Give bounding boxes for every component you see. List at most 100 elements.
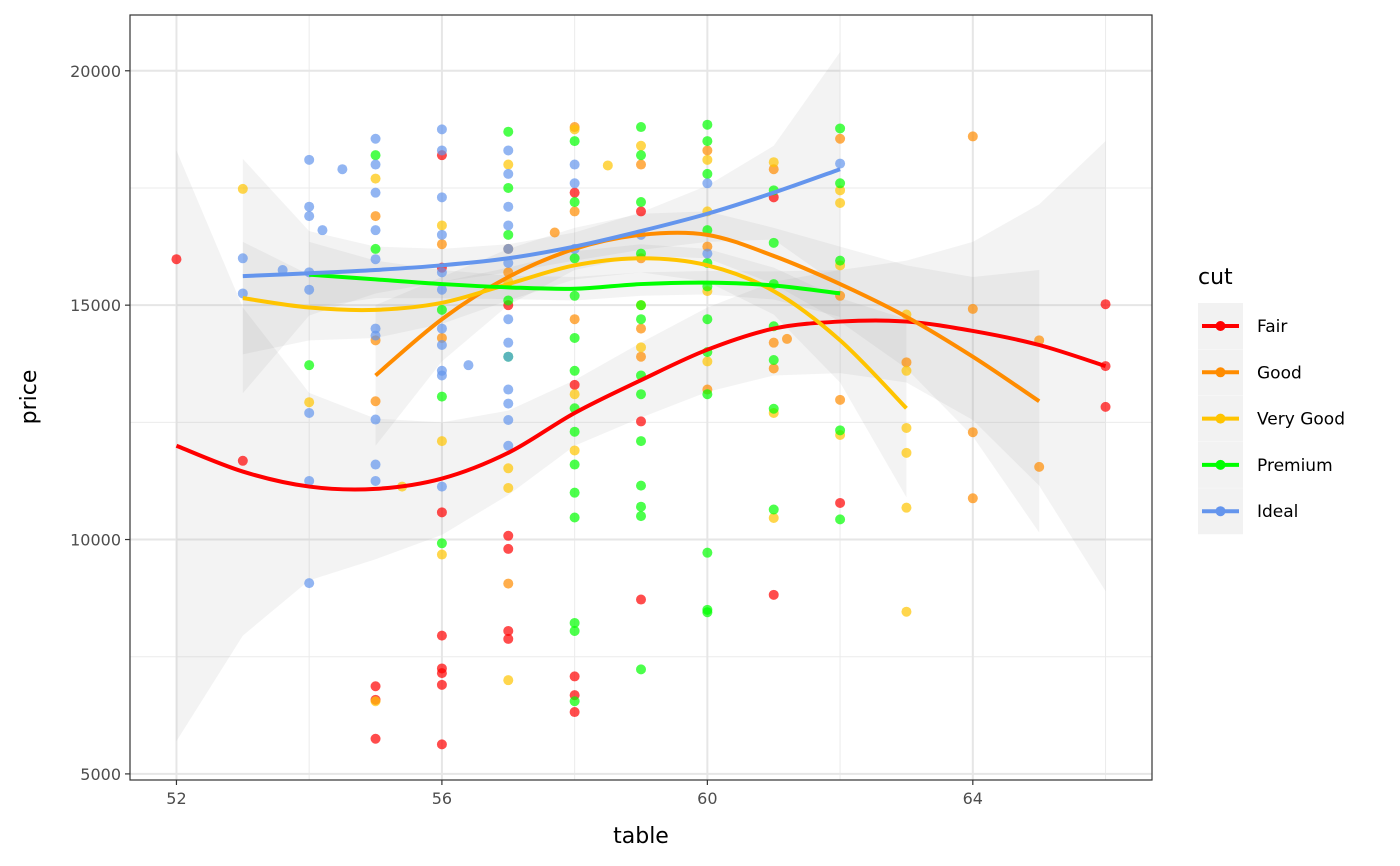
point-ideal — [436, 192, 447, 203]
point-fair — [503, 625, 514, 636]
point-ideal — [436, 370, 447, 381]
point-premium — [702, 607, 713, 618]
point-ideal — [503, 314, 514, 325]
point-premium — [768, 355, 779, 365]
legend-key-point — [1215, 413, 1226, 424]
legend: cut Fair Good Very Good Premium Ideal — [1198, 265, 1345, 535]
point-very-good — [436, 436, 447, 447]
y-tick-label: 5000 — [80, 765, 121, 784]
point-very-good — [768, 157, 779, 168]
point-ideal — [370, 225, 381, 236]
point-fair — [370, 681, 381, 692]
x-tick-label: 64 — [963, 789, 983, 808]
point-ideal — [569, 178, 580, 189]
point-ideal — [370, 254, 381, 265]
point-ideal — [370, 330, 381, 341]
point-premium — [702, 119, 713, 130]
y-tick-label: 10000 — [70, 531, 121, 550]
point-premium — [370, 243, 381, 254]
point-premium — [702, 314, 713, 325]
point-premium — [503, 126, 514, 137]
point-very-good — [768, 512, 779, 523]
point-very-good — [370, 696, 381, 707]
point-ideal — [503, 201, 514, 212]
smooth-lines — [175, 167, 1107, 492]
point-good — [835, 394, 846, 405]
point-good — [702, 145, 713, 156]
y-tick-label: 15000 — [70, 296, 121, 315]
point-good — [768, 337, 779, 348]
point-very-good — [702, 154, 713, 165]
legend-label: Good — [1257, 363, 1302, 383]
point-premium — [835, 425, 846, 436]
point-premium — [768, 504, 779, 515]
point-ideal — [370, 459, 381, 470]
legend-label: Premium — [1257, 456, 1333, 476]
point-fair — [436, 668, 447, 679]
point-ideal — [304, 284, 315, 295]
point-ideal — [304, 201, 315, 212]
point-good — [569, 206, 580, 217]
point-ideal — [503, 384, 514, 395]
point-premium — [569, 136, 580, 147]
point-very-good — [835, 185, 846, 196]
point-premium — [436, 391, 447, 402]
point-premium — [636, 248, 646, 259]
point-fair — [237, 455, 248, 466]
point-fair — [436, 507, 447, 518]
legend-key-point — [1215, 321, 1226, 331]
point-good — [901, 357, 912, 368]
point-ideal — [304, 154, 315, 165]
point-good — [503, 578, 514, 589]
point-premium — [503, 295, 514, 306]
point-very-good — [503, 463, 514, 474]
point-premium — [636, 300, 646, 311]
point-very-good — [901, 502, 912, 513]
point-ideal — [436, 229, 447, 240]
smooth-line-fair — [175, 318, 1107, 492]
y-tick-label: 20000 — [70, 62, 121, 81]
point-fair — [436, 679, 447, 690]
point-very-good — [569, 124, 580, 135]
point-premium — [636, 664, 646, 675]
point-fair — [569, 671, 580, 682]
point-fair — [636, 206, 646, 217]
point-fair — [636, 594, 646, 605]
point-very-good — [702, 356, 713, 367]
smooth-line-very-good — [242, 256, 908, 410]
point-premium — [636, 480, 646, 491]
point-premium — [569, 197, 580, 208]
point-very-good — [602, 160, 613, 171]
point-ideal — [503, 145, 514, 156]
point-premium — [636, 389, 646, 400]
point-premium — [569, 617, 580, 628]
point-ideal — [370, 475, 381, 486]
point-fair — [436, 630, 447, 641]
point-good — [768, 363, 779, 374]
point-ideal — [370, 187, 381, 198]
point-fair — [636, 416, 646, 427]
point-good — [636, 351, 646, 362]
point-premium — [636, 501, 646, 512]
point-ideal — [503, 168, 514, 179]
axes: 52 56 60 64 5000 10000 15000 20000 — [70, 62, 983, 808]
point-ideal — [503, 243, 514, 254]
ribbon-premium — [309, 241, 841, 317]
point-very-good — [835, 197, 846, 208]
x-tick-label: 56 — [432, 789, 452, 808]
point-premium — [702, 136, 713, 147]
legend-key-point — [1215, 367, 1226, 378]
point-premium — [569, 487, 580, 498]
point-very-good — [436, 549, 447, 560]
point-ideal — [702, 248, 713, 259]
point-ideal — [317, 225, 328, 236]
point-ideal — [503, 415, 514, 425]
smooth-line-ideal — [242, 167, 841, 279]
point-premium — [835, 255, 846, 266]
point-ideal — [436, 481, 447, 492]
point-ideal — [436, 284, 447, 295]
point-premium — [768, 237, 779, 248]
point-premium — [569, 426, 580, 437]
point-premium — [569, 512, 580, 523]
